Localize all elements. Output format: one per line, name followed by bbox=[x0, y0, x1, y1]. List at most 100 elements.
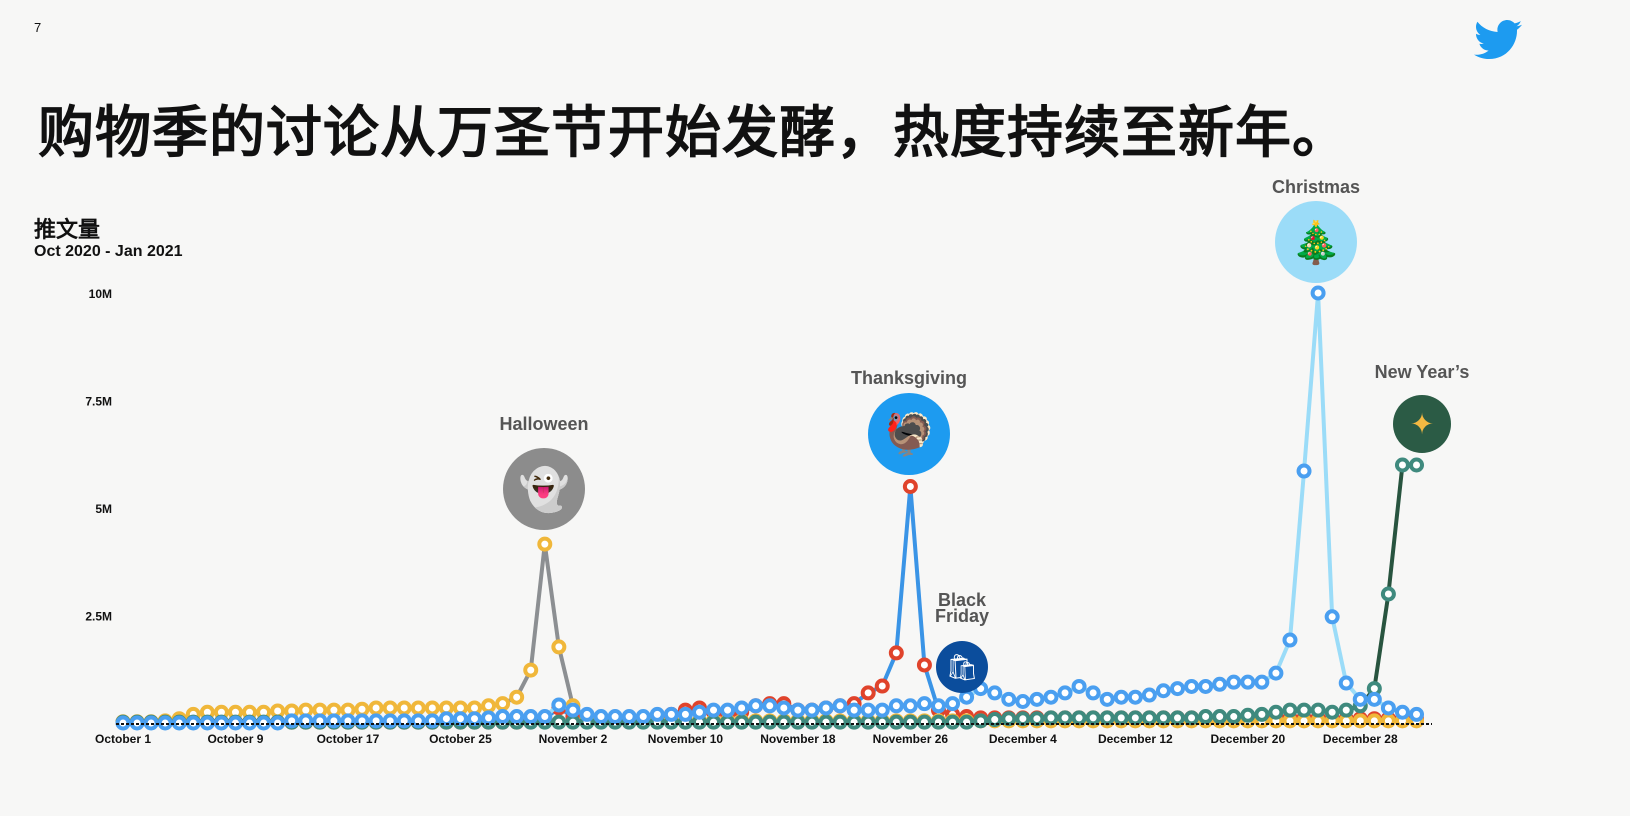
data-point bbox=[1198, 709, 1214, 725]
data-point bbox=[1366, 691, 1382, 707]
data-point bbox=[1226, 674, 1242, 690]
data-point bbox=[1170, 710, 1185, 726]
data-point bbox=[1127, 689, 1143, 705]
annotation-label: Thanksgiving bbox=[851, 368, 967, 388]
data-point bbox=[1015, 694, 1031, 709]
data-point bbox=[1296, 463, 1312, 479]
data-point bbox=[902, 698, 918, 714]
data-point bbox=[396, 700, 412, 716]
x-tick-label: October 9 bbox=[207, 732, 263, 746]
data-point bbox=[368, 700, 384, 716]
data-point bbox=[1184, 710, 1200, 726]
data-point bbox=[762, 714, 778, 730]
data-point bbox=[565, 702, 581, 718]
annotation-label: Black Friday bbox=[935, 590, 989, 626]
data-point bbox=[1254, 706, 1270, 722]
data-point bbox=[157, 715, 173, 731]
data-point bbox=[227, 715, 243, 731]
data-point bbox=[1240, 707, 1256, 723]
turkey-badge bbox=[868, 393, 950, 475]
series-line bbox=[123, 542, 1417, 724]
data-point bbox=[1155, 710, 1171, 726]
data-point bbox=[1170, 681, 1185, 697]
data-point bbox=[579, 706, 595, 722]
data-point bbox=[410, 700, 426, 716]
data-point bbox=[565, 714, 581, 730]
data-point bbox=[467, 711, 482, 727]
x-tick-label: October 1 bbox=[95, 732, 151, 746]
data-point bbox=[551, 697, 567, 713]
ghost-badge bbox=[503, 448, 585, 530]
x-tick-label: October 17 bbox=[317, 732, 380, 746]
ghost-icon: 👻 bbox=[518, 464, 569, 514]
data-point bbox=[706, 714, 722, 730]
data-point bbox=[720, 714, 736, 730]
data-point bbox=[846, 714, 862, 730]
data-point bbox=[748, 698, 764, 714]
data-point bbox=[1282, 702, 1298, 718]
data-point bbox=[987, 712, 1003, 728]
data-point bbox=[1324, 704, 1340, 720]
data-point bbox=[930, 714, 946, 730]
data-point bbox=[1001, 711, 1017, 727]
data-point bbox=[1029, 711, 1045, 727]
data-point bbox=[804, 702, 820, 718]
data-point bbox=[860, 702, 876, 718]
annotation-label: Halloween bbox=[499, 414, 588, 434]
data-point bbox=[1085, 710, 1101, 726]
data-point bbox=[1057, 710, 1073, 726]
annotation-label: New Year’s bbox=[1375, 362, 1470, 382]
data-point bbox=[621, 709, 637, 725]
data-point bbox=[1057, 685, 1073, 701]
christmas-tree-icon: 🎄 bbox=[1290, 218, 1341, 265]
data-point bbox=[1071, 710, 1087, 726]
page-title: 购物季的讨论从万圣节开始发酵，热度持续至新年。 bbox=[38, 101, 1349, 166]
x-tick-label: November 18 bbox=[760, 732, 836, 746]
data-point bbox=[495, 709, 511, 725]
data-point bbox=[874, 702, 890, 718]
data-point bbox=[888, 645, 904, 661]
data-point bbox=[1085, 685, 1101, 701]
data-point bbox=[1113, 689, 1129, 705]
data-point bbox=[1099, 710, 1115, 726]
x-tick-label: December 4 bbox=[989, 732, 1057, 746]
turkey-icon: 🦃 bbox=[883, 410, 934, 457]
data-point bbox=[1043, 710, 1059, 726]
data-point bbox=[860, 714, 876, 730]
data-point bbox=[1127, 710, 1143, 726]
data-point bbox=[481, 710, 497, 726]
data-point bbox=[1043, 689, 1059, 705]
x-tick-label: December 12 bbox=[1098, 732, 1173, 746]
data-point bbox=[874, 714, 890, 730]
data-point bbox=[790, 702, 806, 718]
data-point bbox=[1155, 683, 1171, 699]
series-christmas bbox=[115, 285, 1425, 731]
y-tick-label: 10M bbox=[89, 287, 112, 301]
annotation-halloween: 👻 Halloween bbox=[499, 414, 589, 530]
data-point bbox=[1296, 702, 1312, 718]
x-tick-label: October 25 bbox=[429, 732, 492, 746]
data-point bbox=[1338, 675, 1354, 691]
data-point bbox=[523, 662, 539, 678]
data-point bbox=[1212, 709, 1228, 725]
annotation-new-year-s: ✦ New Year’s bbox=[1375, 362, 1470, 453]
data-point bbox=[509, 709, 525, 725]
data-point bbox=[1099, 691, 1115, 707]
data-point bbox=[1212, 676, 1228, 692]
data-point bbox=[354, 701, 370, 717]
data-point bbox=[537, 709, 553, 725]
data-point bbox=[959, 689, 975, 705]
data-point bbox=[1184, 678, 1200, 694]
shopping-bags-icon: 🛍 bbox=[945, 652, 978, 682]
data-point bbox=[424, 713, 440, 729]
data-point bbox=[663, 706, 679, 722]
data-point bbox=[438, 711, 454, 727]
page-number: 7 bbox=[34, 20, 42, 35]
annotation-christmas: 🎄 Christmas bbox=[1272, 177, 1360, 283]
data-point bbox=[1113, 710, 1129, 726]
data-point bbox=[509, 689, 525, 705]
data-point bbox=[1409, 706, 1425, 722]
sparkles-badge bbox=[1393, 395, 1451, 453]
data-point bbox=[523, 709, 539, 725]
data-point bbox=[930, 698, 946, 714]
